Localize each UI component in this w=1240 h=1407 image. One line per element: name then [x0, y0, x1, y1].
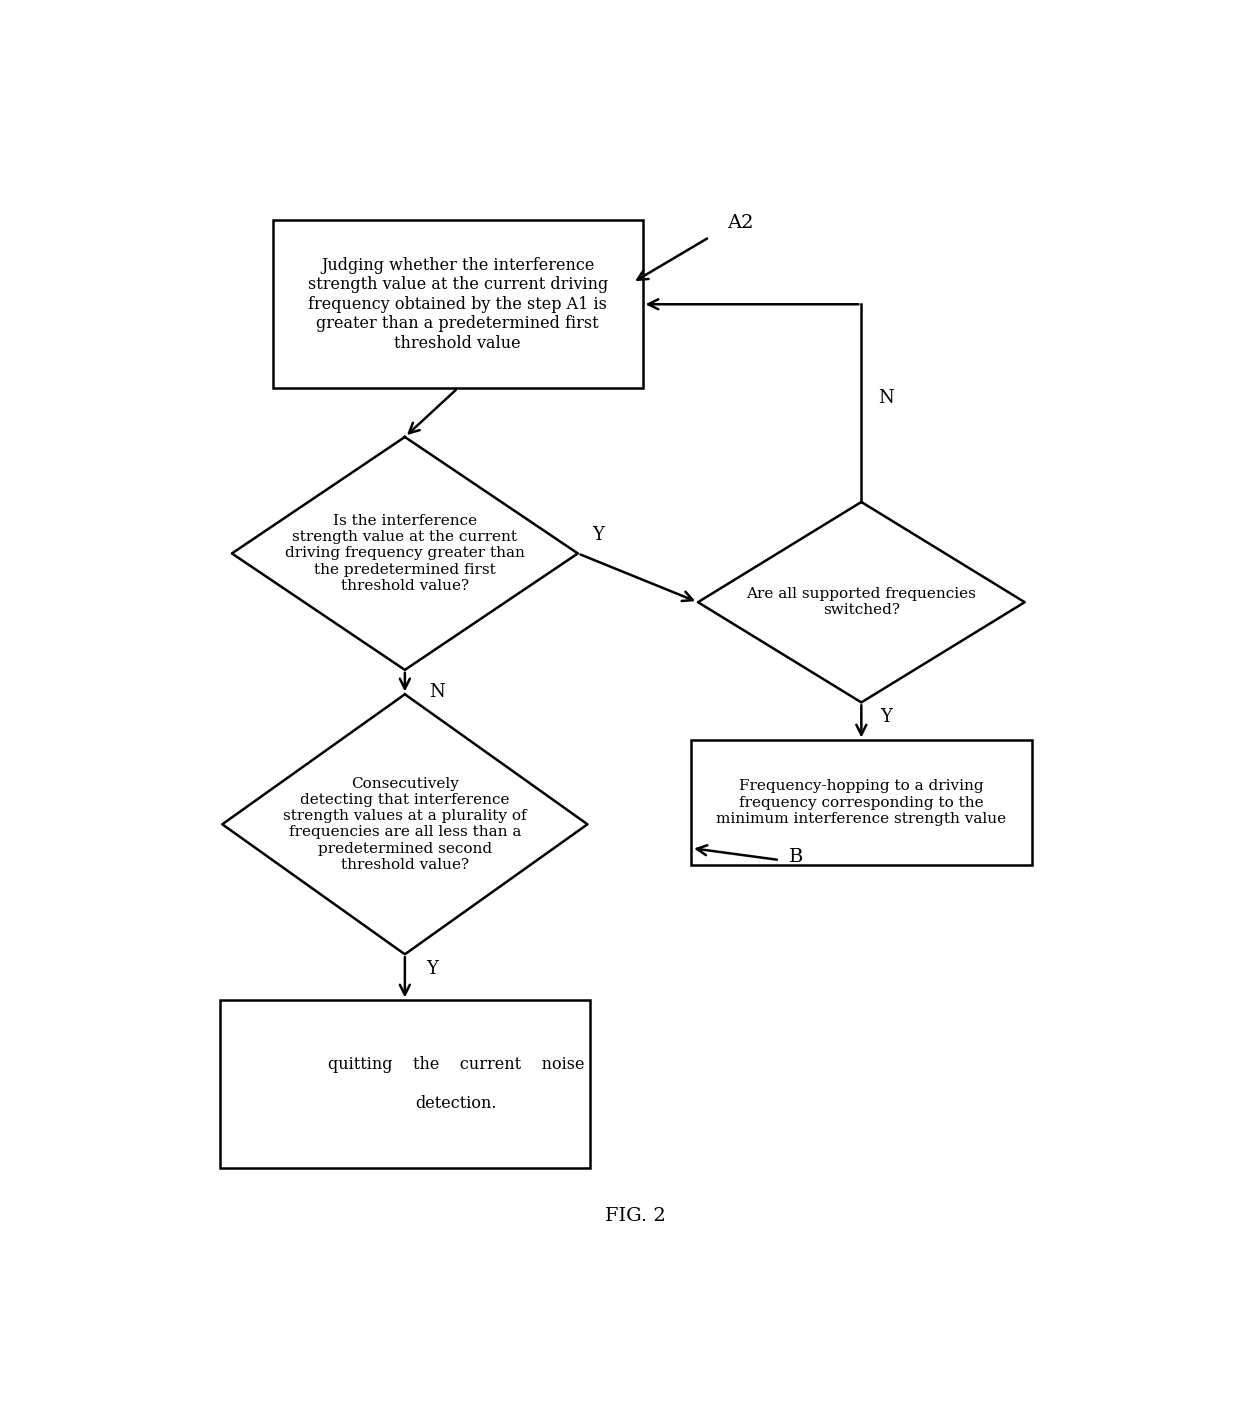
Text: A2: A2 [727, 214, 753, 232]
Text: Y: Y [593, 526, 604, 545]
FancyBboxPatch shape [691, 740, 1032, 865]
Polygon shape [222, 694, 588, 954]
Text: B: B [789, 848, 804, 867]
FancyBboxPatch shape [219, 1000, 590, 1168]
Text: Judging whether the interference
strength value at the current driving
frequency: Judging whether the interference strengt… [308, 256, 608, 352]
Text: Y: Y [880, 708, 893, 726]
Text: FIG. 2: FIG. 2 [605, 1207, 666, 1225]
Text: N: N [879, 390, 894, 407]
Text: Is the interference
strength value at the current
driving frequency greater than: Is the interference strength value at th… [285, 514, 525, 592]
Text: Frequency-hopping to a driving
frequency corresponding to the
minimum interferen: Frequency-hopping to a driving frequency… [717, 779, 1007, 826]
FancyBboxPatch shape [273, 221, 642, 388]
Text: Are all supported frequencies
switched?: Are all supported frequencies switched? [746, 587, 976, 618]
Text: N: N [429, 682, 445, 701]
Text: quitting    the    current    noise

detection.: quitting the current noise detection. [327, 1057, 584, 1113]
Text: Consecutively
detecting that interference
strength values at a plurality of
freq: Consecutively detecting that interferenc… [283, 777, 527, 872]
Polygon shape [698, 502, 1024, 702]
Polygon shape [232, 438, 578, 670]
Text: Y: Y [427, 960, 438, 978]
